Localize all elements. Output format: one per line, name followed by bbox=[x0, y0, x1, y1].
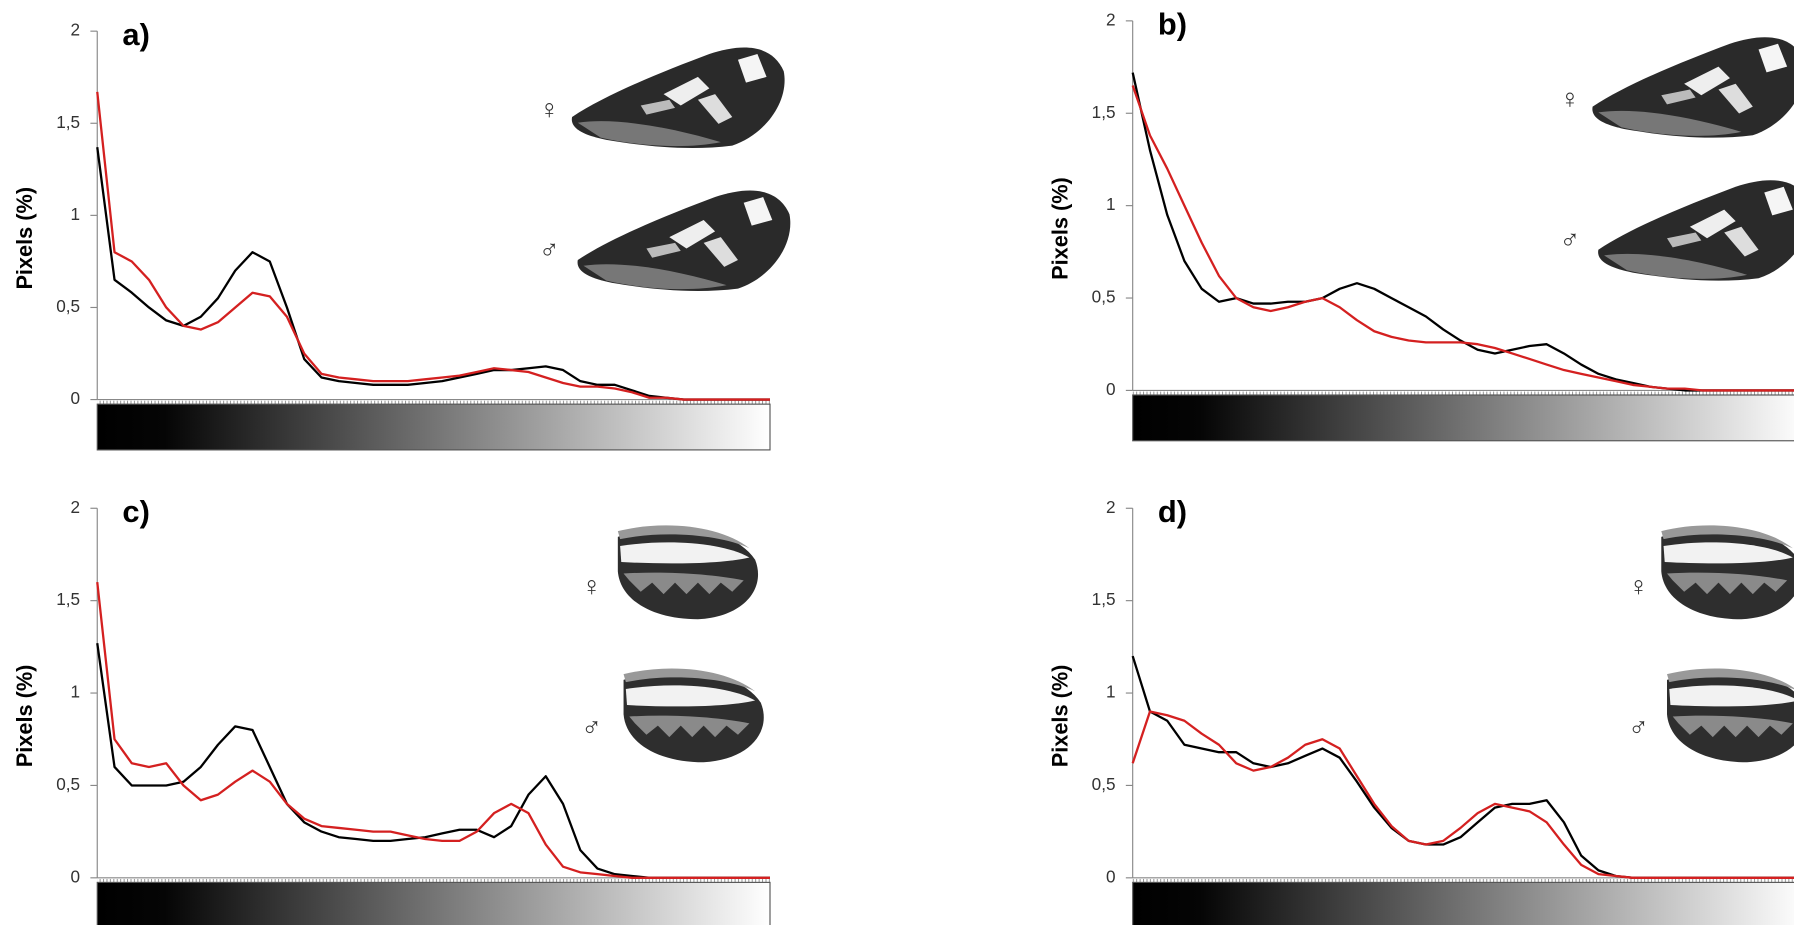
y-tick-label: 1,5 bbox=[56, 112, 80, 132]
y-tick-label: 0,5 bbox=[1092, 287, 1116, 307]
wing-image bbox=[618, 525, 758, 619]
y-tick-label: 1 bbox=[1106, 194, 1116, 214]
y-tick-label: 2 bbox=[71, 20, 81, 40]
y-tick-label: 0,5 bbox=[56, 296, 80, 316]
wing-image bbox=[1661, 525, 1794, 619]
female-symbol: ♀ bbox=[539, 94, 560, 125]
wing-image bbox=[578, 191, 791, 291]
y-tick-label: 0 bbox=[71, 388, 81, 408]
y-tick-label: 1 bbox=[1106, 682, 1116, 702]
y-tick-label: 2 bbox=[1106, 9, 1116, 29]
y-tick-label: 1,5 bbox=[56, 589, 80, 609]
y-tick-label: 1,5 bbox=[1092, 102, 1116, 122]
wing-image bbox=[572, 48, 785, 148]
y-axis-label: Pixels (%) bbox=[1047, 177, 1072, 280]
male-symbol: ♂ bbox=[1559, 224, 1580, 255]
female-symbol: ♀ bbox=[581, 571, 602, 602]
y-tick-label: 0 bbox=[1106, 379, 1116, 399]
y-tick-label: 1 bbox=[71, 682, 81, 702]
panel-label: b) bbox=[1158, 7, 1187, 42]
grayscale-bar bbox=[1133, 395, 1794, 441]
grayscale-bar bbox=[97, 882, 770, 925]
y-axis-label: Pixels (%) bbox=[12, 665, 37, 768]
y-tick-label: 0 bbox=[1106, 866, 1116, 886]
panel-label: a) bbox=[122, 17, 149, 52]
y-tick-label: 0 bbox=[71, 866, 81, 886]
y-tick-label: 0,5 bbox=[1092, 774, 1116, 794]
male-symbol: ♂ bbox=[581, 711, 602, 742]
wing-image bbox=[1667, 668, 1794, 762]
grayscale-bar bbox=[97, 404, 770, 450]
panel-label: d) bbox=[1158, 494, 1187, 529]
male-symbol: ♂ bbox=[1628, 711, 1649, 742]
y-axis-label: Pixels (%) bbox=[1047, 665, 1072, 768]
wing-image bbox=[1598, 180, 1794, 280]
female-symbol: ♀ bbox=[1559, 83, 1580, 114]
y-tick-label: 2 bbox=[1106, 497, 1116, 517]
y-tick-label: 2 bbox=[71, 497, 81, 517]
wing-image bbox=[624, 668, 764, 762]
panel-label: c) bbox=[122, 494, 149, 529]
y-tick-label: 1 bbox=[71, 204, 81, 224]
figure: 0 0,5 1 1,5 2 Pixels (%) a) ♀ ♂ 0 0,5 1 1,5 2 Pixels (… bbox=[0, 0, 1794, 925]
female-symbol: ♀ bbox=[1628, 571, 1649, 602]
wing-image bbox=[1592, 37, 1794, 137]
y-tick-label: 0,5 bbox=[56, 774, 80, 794]
y-tick-label: 1,5 bbox=[1092, 589, 1116, 609]
male-symbol: ♂ bbox=[539, 234, 560, 265]
grayscale-bar bbox=[1133, 882, 1794, 925]
y-axis-label: Pixels (%) bbox=[12, 187, 37, 290]
